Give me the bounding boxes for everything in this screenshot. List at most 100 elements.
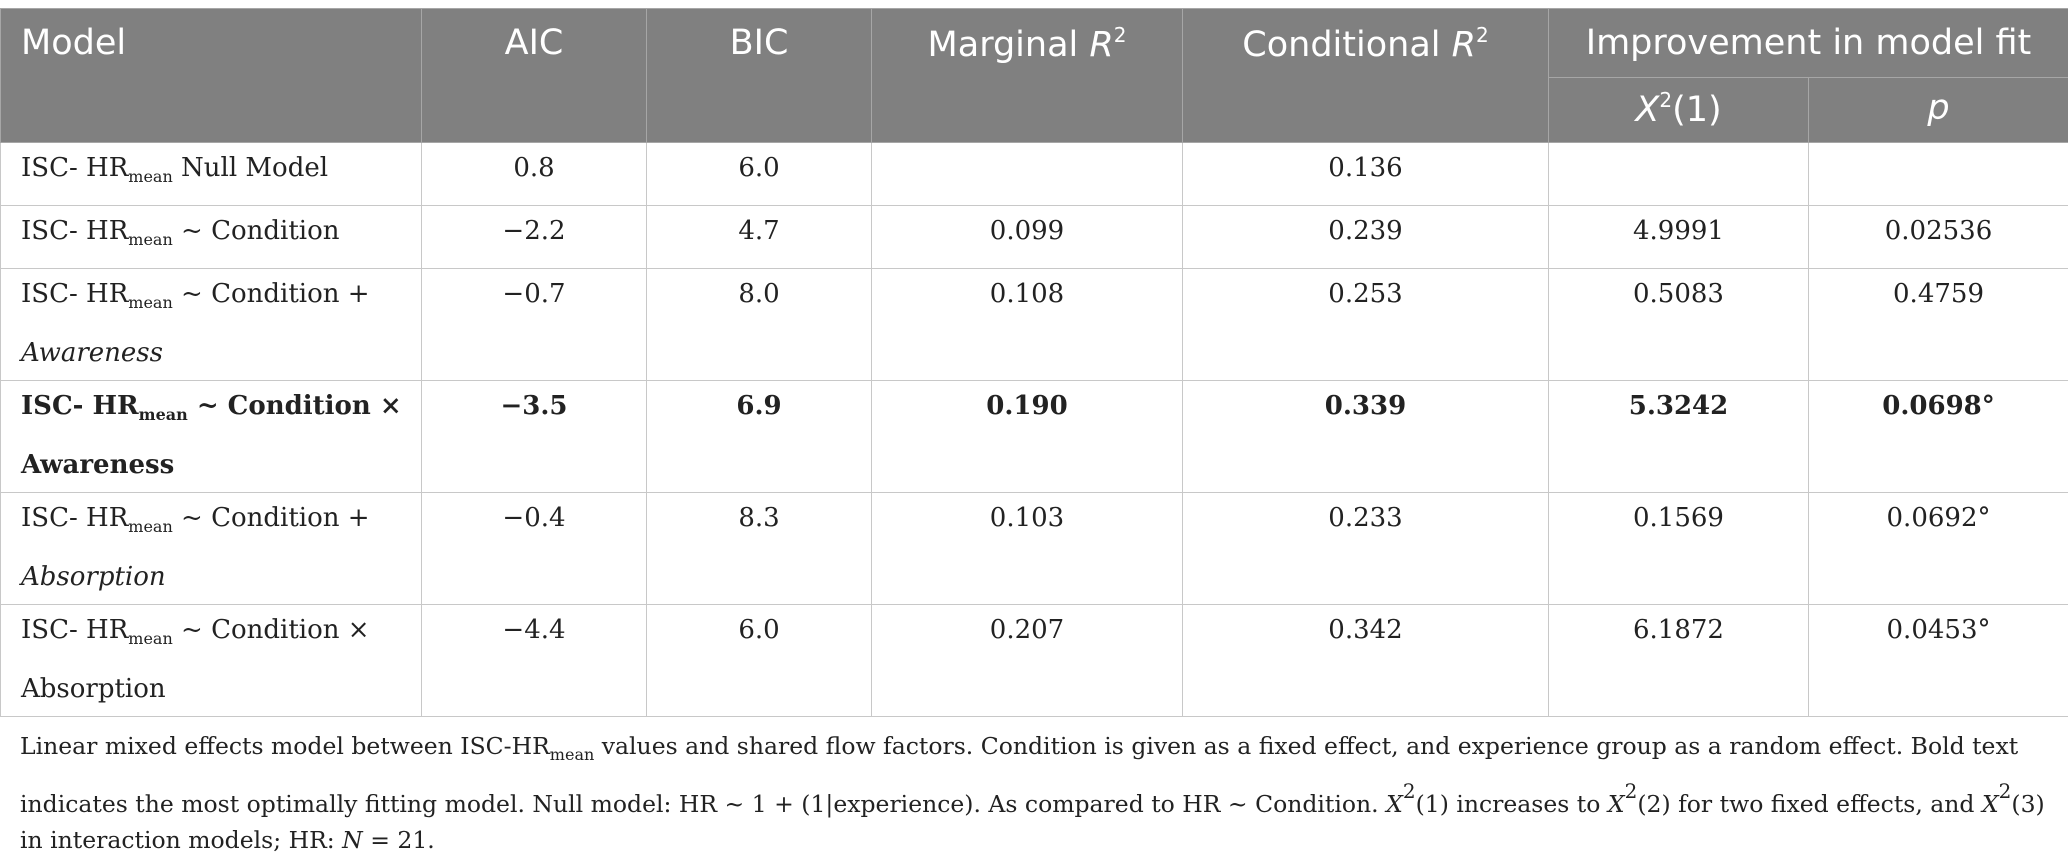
table-header: Model AIC BIC Marginal R2 Conditional R2… — [1, 9, 2068, 143]
p-value — [1809, 143, 2068, 206]
footnote-x: X — [1608, 790, 1625, 818]
aic-value: −2.2 — [422, 206, 647, 269]
p-value: 0.0698° — [1809, 381, 2068, 493]
model-prefix: ISC- HR — [21, 391, 139, 421]
model-sub: mean — [128, 517, 172, 536]
chi-square-value: 4.9991 — [1549, 206, 1809, 269]
results-table-container: Model AIC BIC Marginal R2 Conditional R2… — [0, 8, 2068, 717]
header-model: Model — [1, 9, 422, 143]
bic-value: 6.0 — [647, 605, 872, 717]
header-marginal-r2: Marginal R2 — [872, 9, 1183, 143]
footnote-text: (1) increases to — [1416, 790, 1608, 818]
model-suffix: ~ Condition + — [173, 503, 370, 533]
model-name: ISC- HRmean ~ Condition × Awareness — [1, 381, 422, 493]
header-bic: BIC — [647, 9, 872, 143]
marginal-r2-value: 0.207 — [872, 605, 1183, 717]
table-row-best-model: ISC- HRmean ~ Condition ×Awareness −3.5 … — [1, 381, 2068, 493]
header-p: p — [1809, 78, 2068, 143]
header-conditional-r: R — [1452, 25, 1476, 65]
model-name: ISC- HRmean ~ Condition +Awareness — [1, 269, 422, 381]
chi-square-value: 5.3242 — [1549, 381, 1809, 493]
marginal-r2-value: 0.108 — [872, 269, 1183, 381]
model-prefix: ISC- HR — [21, 153, 128, 183]
footnote-text: Linear mixed effects model between ISC-H… — [20, 732, 550, 760]
footnote-x: X — [1386, 790, 1403, 818]
header-chi-arg: (1) — [1672, 90, 1722, 130]
model-factor: Absorption — [21, 562, 166, 592]
conditional-r2-value: 0.233 — [1183, 493, 1549, 605]
model-sub: mean — [139, 405, 188, 424]
marginal-r2-value — [872, 143, 1183, 206]
footnote-sup: 2 — [1625, 779, 1638, 803]
footnote-sup: 2 — [1999, 779, 2012, 803]
model-prefix: ISC- HR — [21, 503, 128, 533]
aic-value: 0.8 — [422, 143, 647, 206]
model-suffix: ~ Condition — [173, 216, 340, 246]
bic-value: 8.0 — [647, 269, 872, 381]
model-sub: mean — [128, 629, 172, 648]
header-aic: AIC — [422, 9, 647, 143]
header-conditional-label: Conditional — [1242, 25, 1451, 65]
chi-square-value — [1549, 143, 1809, 206]
model-suffix: ~ Condition × — [173, 615, 370, 645]
aic-value: −0.4 — [422, 493, 647, 605]
model-factor: Awareness — [21, 338, 163, 368]
model-suffix: ~ Condition × — [188, 391, 402, 421]
p-value: 0.4759 — [1809, 269, 2068, 381]
header-marginal-label: Marginal — [928, 25, 1090, 65]
table-row: ISC- HRmean Null Model 0.8 6.0 0.136 — [1, 143, 2068, 206]
model-suffix: ~ Condition + — [173, 279, 370, 309]
header-improvement: Improvement in model fit — [1549, 9, 2068, 78]
header-chi-sup: 2 — [1659, 88, 1672, 112]
model-name: ISC- HRmean ~ Condition — [1, 206, 422, 269]
marginal-r2-value: 0.099 — [872, 206, 1183, 269]
table-row: ISC- HRmean ~ Condition +Absorption −0.4… — [1, 493, 2068, 605]
marginal-r2-value: 0.103 — [872, 493, 1183, 605]
aic-value: −4.4 — [422, 605, 647, 717]
table-row: ISC- HRmean ~ Condition +Awareness −0.7 … — [1, 269, 2068, 381]
bic-value: 8.3 — [647, 493, 872, 605]
model-prefix: ISC- HR — [21, 216, 128, 246]
model-name: ISC- HRmean ~ Condition +Absorption — [1, 493, 422, 605]
header-marginal-sup: 2 — [1114, 23, 1127, 47]
model-name: ISC- HRmean Null Model — [1, 143, 422, 206]
model-prefix: ISC- HR — [21, 615, 128, 645]
aic-value: −3.5 — [422, 381, 647, 493]
footnote-n: N — [342, 826, 363, 854]
footnote-text: = 21. — [363, 826, 435, 854]
table-body: ISC- HRmean Null Model 0.8 6.0 0.136 ISC… — [1, 143, 2068, 717]
chi-square-value: 0.1569 — [1549, 493, 1809, 605]
conditional-r2-value: 0.253 — [1183, 269, 1549, 381]
marginal-r2-value: 0.190 — [872, 381, 1183, 493]
bic-value: 6.9 — [647, 381, 872, 493]
chi-square-value: 6.1872 — [1549, 605, 1809, 717]
p-value: 0.0692° — [1809, 493, 2068, 605]
bic-value: 6.0 — [647, 143, 872, 206]
table-row: ISC- HRmean ~ Condition −2.2 4.7 0.099 0… — [1, 206, 2068, 269]
model-sub: mean — [128, 167, 172, 186]
p-value: 0.02536 — [1809, 206, 2068, 269]
model-factor: Awareness — [21, 450, 174, 480]
bic-value: 4.7 — [647, 206, 872, 269]
footnote-sup: 2 — [1403, 779, 1416, 803]
header-chi-x: X — [1635, 90, 1659, 130]
model-fit-table: Model AIC BIC Marginal R2 Conditional R2… — [0, 8, 2068, 717]
header-conditional-r2: Conditional R2 — [1183, 9, 1549, 143]
conditional-r2-value: 0.342 — [1183, 605, 1549, 717]
footnote-sub: mean — [550, 745, 594, 764]
conditional-r2-value: 0.239 — [1183, 206, 1549, 269]
model-sub: mean — [128, 293, 172, 312]
conditional-r2-value: 0.339 — [1183, 381, 1549, 493]
model-sub: mean — [128, 230, 172, 249]
p-value: 0.0453° — [1809, 605, 2068, 717]
table-footnote: Linear mixed effects model between ISC-H… — [20, 728, 2050, 858]
header-conditional-sup: 2 — [1476, 23, 1489, 47]
footnote-text: (2) for two fixed effects, and — [1637, 790, 1982, 818]
model-suffix: Null Model — [173, 153, 328, 183]
model-factor: Absorption — [21, 674, 166, 704]
model-name: ISC- HRmean ~ Condition ×Absorption — [1, 605, 422, 717]
footnote-x: X — [1982, 790, 1999, 818]
header-chi-square: X2(1) — [1549, 78, 1809, 143]
header-marginal-r: R — [1089, 25, 1113, 65]
conditional-r2-value: 0.136 — [1183, 143, 1549, 206]
